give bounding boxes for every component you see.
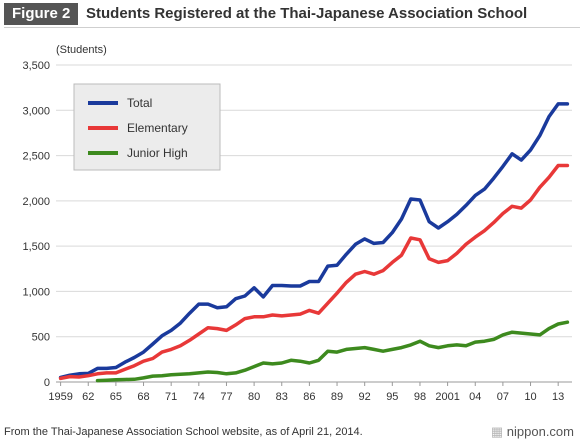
y-tick-label: 1,000 <box>22 286 50 298</box>
y-tick-label: 3,500 <box>22 60 50 72</box>
chart-title: Students Registered at the Thai-Japanese… <box>86 5 528 22</box>
chart-legend: Total Elementary Junior High <box>73 83 221 171</box>
y-tick-label: 0 <box>44 377 50 389</box>
x-tick-label: 89 <box>331 391 343 403</box>
y-axis-label: (Students) <box>56 44 107 56</box>
x-tick-label: 95 <box>386 391 398 403</box>
y-axis-ticks: 0 500 1,000 1,500 2,000 2,500 3,000 3,500 <box>22 60 50 389</box>
chart-grid <box>56 64 572 383</box>
x-tick-label: 80 <box>248 391 260 403</box>
series-line-junior-high <box>95 320 570 383</box>
legend-label: Junior High <box>127 146 188 160</box>
x-tick-label: 65 <box>110 391 122 403</box>
x-tick-label: 71 <box>165 391 177 403</box>
chart-series <box>58 102 570 383</box>
x-tick-label: 07 <box>497 391 509 403</box>
x-tick-label: 2001 <box>435 391 459 403</box>
x-tick-label: 10 <box>524 391 536 403</box>
brand-name: nippon.com <box>506 424 574 439</box>
x-tick-label: 74 <box>193 391 205 403</box>
x-tick-label: 86 <box>303 391 315 403</box>
y-tick-label: 1,500 <box>22 241 50 253</box>
y-tick-label: 2,500 <box>22 151 50 163</box>
x-tick-label: 1959 <box>48 391 72 403</box>
y-tick-label: 500 <box>32 332 50 344</box>
legend-label: Elementary <box>127 121 188 135</box>
legend-box <box>73 83 221 171</box>
x-tick-label: 83 <box>276 391 288 403</box>
x-tick-label: 77 <box>220 391 232 403</box>
figure-label: Figure 2 <box>4 3 79 25</box>
y-tick-label: 2,000 <box>22 196 50 208</box>
x-tick-label: 62 <box>82 391 94 403</box>
source-note: From the Thai-Japanese Association Schoo… <box>4 426 363 438</box>
series-line-total <box>58 102 570 380</box>
x-tick-label: 13 <box>552 391 564 403</box>
x-tick-label: 68 <box>137 391 149 403</box>
y-tick-label: 3,000 <box>22 105 50 117</box>
x-tick-label: 98 <box>414 391 426 403</box>
header-divider <box>4 27 580 28</box>
brand-logo: ▦ nippon.com <box>490 424 574 439</box>
x-tick-label: 04 <box>469 391 481 403</box>
series-line-elementary <box>58 163 570 381</box>
x-axis-ticks: 1959 62 65 68 71 74 77 80 83 86 89 92 95 98 2001 04 07 10… <box>48 382 564 403</box>
figure-header: Figure 2 Students Registered at the Thai… <box>0 0 584 30</box>
x-tick-label: 92 <box>359 391 371 403</box>
legend-label: Total <box>127 96 152 110</box>
